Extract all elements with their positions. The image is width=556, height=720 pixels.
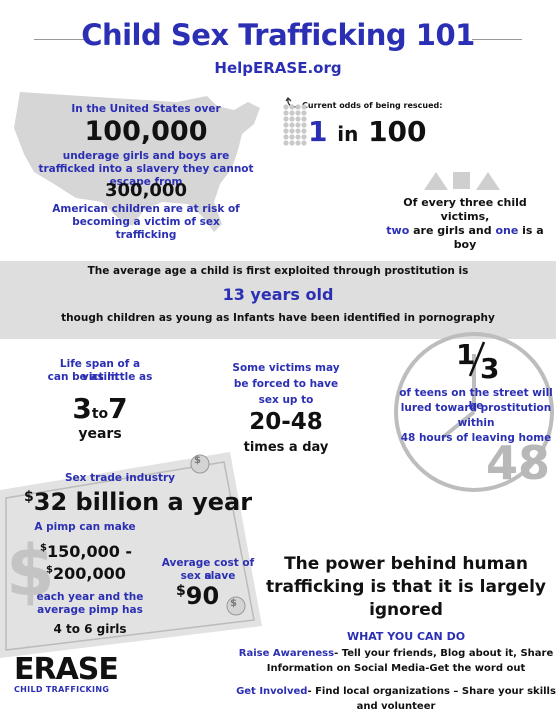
- fraction-slash: [468, 341, 486, 377]
- rescue-label: Current odds of being rescued:: [302, 101, 443, 110]
- power-statement: The power behind human trafficking is th…: [256, 553, 556, 622]
- avg-cost-label2: sex slave: [180, 570, 236, 582]
- industry-amount-text: 32 billion a year: [33, 488, 253, 516]
- involved-text1: - Find local organizations – Share your …: [307, 686, 556, 697]
- coin-dollar-top: $: [194, 455, 201, 466]
- hours-watermark: 48: [486, 436, 551, 490]
- pimp-label: A pimp can make: [34, 521, 136, 533]
- big-dollar-watermark: $: [6, 530, 55, 612]
- pimp-girls: 4 to 6 girls: [53, 622, 127, 636]
- involved-label: Get Involved: [236, 686, 308, 697]
- money-bill-graphic: [0, 452, 262, 658]
- pimp-dollar-1: $: [40, 542, 47, 554]
- forced-unit: times a day: [243, 440, 329, 455]
- actions-heading: WHAT YOU CAN DO: [346, 630, 466, 643]
- lifespan-label1: Life span of a victim: [59, 358, 141, 383]
- teens-l1: of teens on the street will be: [399, 387, 553, 412]
- industry-amount: $32 billion a year: [24, 488, 252, 516]
- pimp-range-2-text: 200,000: [52, 564, 126, 583]
- avg-cost-value: $90: [176, 582, 219, 610]
- pimp-sub2: average pimp has: [37, 604, 143, 616]
- victims-line1: Of every three child victims,: [403, 196, 527, 223]
- victims-girls: are girls and: [413, 224, 492, 237]
- stat-300000: 300,000: [105, 180, 187, 201]
- title-rule-left: [34, 39, 88, 40]
- pimp-range-1-text: 150,000 -: [46, 542, 133, 561]
- avg-cost-label1: Average cost of a: [161, 557, 255, 582]
- rescue-num: 1: [308, 115, 328, 148]
- industry-dollar: $: [24, 489, 34, 505]
- lifespan-upto: 7: [108, 392, 128, 425]
- victims-is-a: is a: [522, 224, 544, 237]
- lifespan-from: 3: [72, 392, 92, 425]
- forced-l2: be forced to have: [233, 378, 339, 390]
- teens-l4: 48 hours of leaving home: [400, 432, 552, 444]
- avg-cost-number: 90: [185, 582, 220, 610]
- teens-l3: within: [457, 417, 495, 429]
- lifespan-value: 3to7: [40, 392, 160, 425]
- coin-dollar-bottom: $: [230, 598, 237, 609]
- title-rule-right: [472, 39, 522, 40]
- square-icon: [453, 172, 470, 189]
- pimp-dollar-2: $: [46, 564, 53, 576]
- victims-boy: boy: [453, 238, 477, 251]
- triangle-icon: [424, 172, 448, 190]
- power-l1: The power behind human: [284, 554, 528, 574]
- forced-l1: Some victims may: [232, 362, 340, 374]
- victims-text: Of every three child victims, two are gi…: [380, 196, 550, 252]
- age-value: 13 years old: [222, 285, 334, 304]
- power-l3: ignored: [369, 600, 443, 620]
- forced-l3: sex up to: [258, 394, 314, 406]
- stat-300000-desc: American children are at risk of becomin…: [52, 203, 240, 241]
- pimp-sub1: each year and the: [36, 591, 144, 603]
- age-line1: The average age a child is first exploit…: [87, 265, 469, 277]
- erase-logo: ERASE CHILD TRAFFICKING: [14, 652, 119, 695]
- logo-sub: CHILD TRAFFICKING: [14, 685, 110, 694]
- logo-word: ERASE: [14, 652, 119, 687]
- pimp-range-2: $200,000: [46, 564, 126, 583]
- us-intro: In the United States over: [71, 103, 221, 115]
- avg-cost-dollar: $: [176, 583, 186, 599]
- us-map-silhouette: [14, 92, 260, 232]
- power-l2: trafficking is that it is largely: [266, 577, 546, 597]
- fraction-num: 1: [456, 338, 476, 371]
- involved-text2: and volunteer: [356, 701, 436, 712]
- rescue-den: 100: [368, 115, 427, 148]
- fraction-den: 3: [480, 352, 500, 385]
- get-involved: Get Involved- Find local organizations –…: [236, 684, 556, 714]
- dot-grid-graphic: [283, 104, 307, 146]
- lifespan-unit: years: [78, 426, 122, 442]
- victims-two: two: [386, 224, 410, 237]
- raise-awareness: Raise Awareness- Tell your friends, Blog…: [236, 646, 556, 676]
- page-title: Child Sex Trafficking 101: [81, 18, 475, 52]
- rescue-in: in: [337, 122, 359, 146]
- triangle-icon: [476, 172, 500, 190]
- rescue-odds: 1 in 100: [308, 116, 427, 150]
- stat-100000-desc: underage girls and boys are trafficked i…: [38, 150, 254, 188]
- age-line3: though children as young as Infants have…: [61, 312, 495, 324]
- stat-100000: 100,000: [84, 116, 208, 147]
- victims-one: one: [495, 224, 519, 237]
- teens-l2: lured toward prostitution: [400, 402, 552, 414]
- raise-text2: Information on Social Media-Get the word…: [266, 663, 526, 674]
- lifespan-to: to: [91, 406, 109, 422]
- lifespan-label2: can be as little as: [47, 371, 153, 383]
- raise-text1: - Tell your friends, Blog about it, Shar…: [334, 648, 554, 659]
- pimp-range-1: $150,000 -: [40, 542, 132, 561]
- forced-value: 20-48: [249, 409, 323, 435]
- raise-label: Raise Awareness: [238, 648, 335, 659]
- age-band: [0, 261, 556, 339]
- site-link[interactable]: HelpERASE.org: [214, 59, 342, 77]
- industry-label: Sex trade industry: [64, 472, 176, 484]
